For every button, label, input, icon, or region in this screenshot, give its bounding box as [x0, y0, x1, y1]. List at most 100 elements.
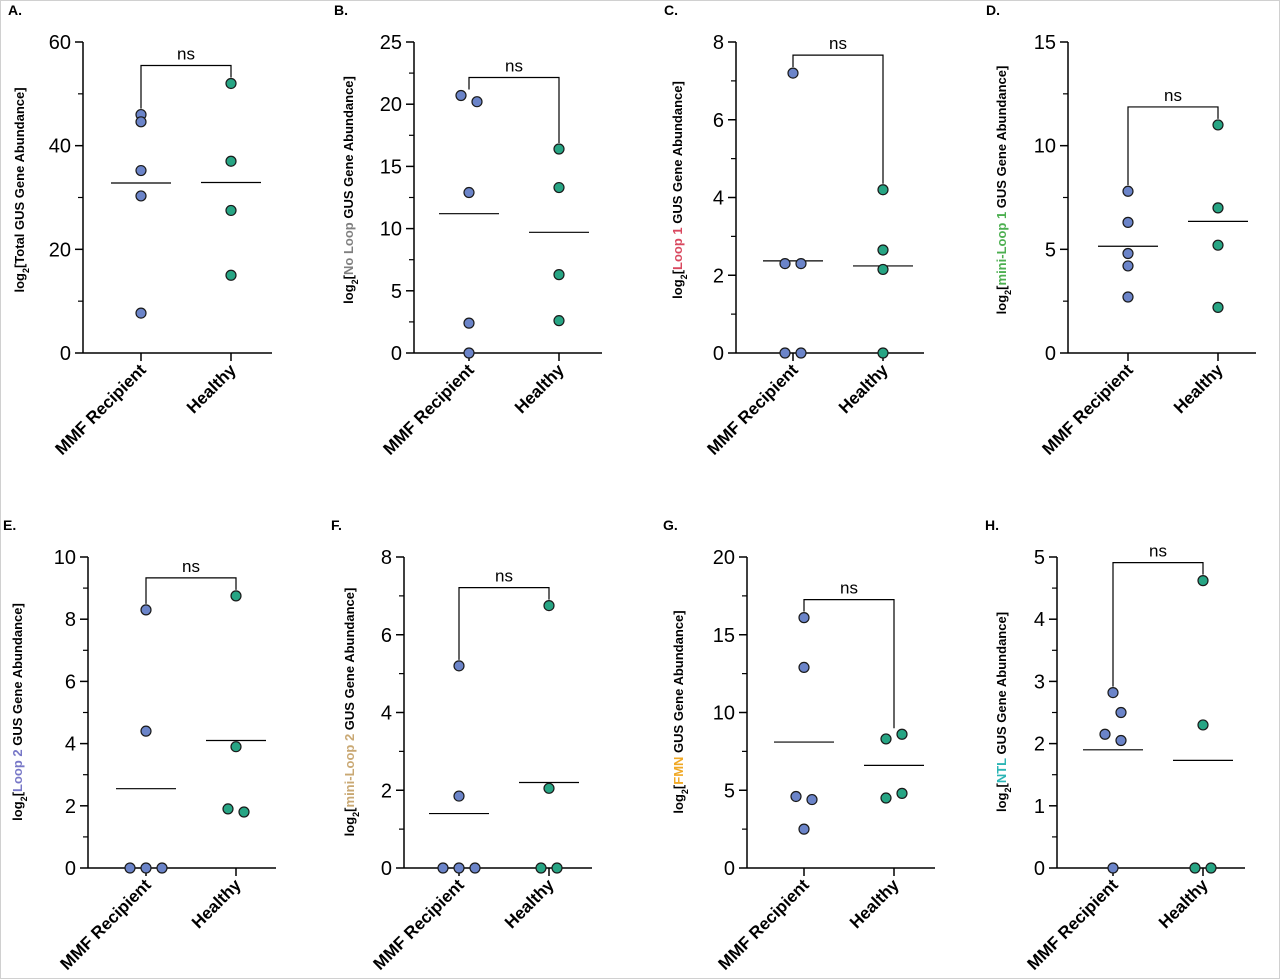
y-tick-label: 60	[49, 32, 71, 54]
y-label-rest: GUS Gene Abundance]	[994, 66, 1009, 212]
data-point	[1107, 686, 1119, 699]
y-tick-label: 10	[713, 703, 735, 725]
y-tick-label: 15	[1034, 32, 1056, 54]
significance-bracket	[145, 577, 237, 604]
data-point	[463, 317, 475, 329]
x-tick-label: MMF Recipient	[370, 875, 468, 973]
y-tick-label: 4	[713, 188, 724, 210]
significance-label: ns	[840, 579, 858, 598]
data-point	[463, 347, 475, 359]
data-point	[230, 741, 242, 753]
data-point	[140, 725, 152, 737]
y-axis-label: log2[mini-Loop 1 GUS Gene Abundance]	[994, 66, 1013, 315]
data-point	[225, 155, 237, 167]
y-label-highlight: No Loop	[341, 222, 356, 275]
data-point	[1205, 862, 1217, 874]
data-point	[135, 307, 147, 319]
panel-g: G. 0 5 10 15 20 MMF Recipient Healthy log2[FMN G…	[663, 517, 935, 974]
y-axis-label: log2[FMN GUS Gene Abundance]	[671, 610, 690, 813]
data-point	[124, 862, 136, 874]
data-point	[779, 257, 791, 270]
y-label-subscript: 2	[1003, 290, 1013, 295]
y-label-subscript: 2	[350, 279, 360, 284]
data-point	[222, 803, 234, 815]
y-tick-label: 0	[65, 858, 76, 880]
y-tick-label: 5	[724, 780, 735, 802]
data-point	[135, 190, 147, 202]
y-label-log: log	[670, 279, 685, 299]
y-label-rest: GUS Gene Abundance]	[10, 603, 25, 749]
data-point	[877, 263, 889, 276]
y-tick-label: 8	[65, 609, 76, 631]
panel-label: D.	[986, 2, 1000, 18]
data-point	[787, 67, 799, 79]
y-label-subscript: 2	[680, 789, 690, 794]
y-label-subscript: 2	[1003, 788, 1013, 793]
y-label-bracket: [	[12, 263, 27, 268]
data-point	[135, 164, 147, 177]
y-tick-label: 15	[380, 156, 402, 178]
significance-label: ns	[1164, 86, 1182, 105]
data-point	[798, 823, 810, 835]
data-point	[140, 862, 152, 874]
data-point	[1099, 728, 1111, 740]
y-tick-label: 3	[1034, 671, 1045, 693]
y-tick-label: 6	[65, 671, 76, 693]
y-label-highlight: Total	[12, 234, 27, 264]
significance-label: ns	[177, 44, 195, 63]
x-tick-label: MMF Recipient	[380, 360, 478, 458]
panel-label: H.	[985, 517, 999, 533]
data-point	[453, 790, 465, 802]
y-label-highlight: Loop 2	[10, 749, 25, 792]
data-point	[1212, 301, 1224, 313]
y-label-log: log	[671, 794, 686, 814]
data-point	[896, 728, 908, 740]
data-point	[790, 790, 802, 803]
data-point	[230, 590, 242, 602]
y-label-rest: GUS Gene Abundance]	[12, 87, 27, 233]
x-tick-label: Healthy	[188, 875, 245, 932]
data-point	[1212, 202, 1224, 214]
data-point	[156, 862, 168, 874]
panel-label: B.	[334, 2, 348, 18]
y-tick-label: 40	[49, 136, 71, 158]
data-point	[225, 269, 237, 281]
y-label-bracket: [	[342, 807, 357, 812]
y-label-subscript: 2	[351, 812, 361, 817]
y-tick-label: 0	[1034, 858, 1045, 880]
data-point	[140, 604, 152, 616]
y-label-log: log	[10, 801, 25, 821]
data-point	[469, 862, 481, 874]
data-point	[553, 181, 565, 194]
data-point	[795, 257, 807, 270]
significance-bracket	[1112, 562, 1204, 687]
y-tick-label: 1	[1034, 796, 1045, 818]
panel-label: F.	[331, 517, 342, 533]
y-label-bracket: [	[994, 783, 1009, 788]
y-tick-label: 0	[60, 343, 71, 365]
data-point	[798, 661, 810, 674]
significance-label: ns	[182, 557, 200, 576]
data-point	[437, 862, 449, 874]
data-point	[1107, 862, 1119, 874]
data-point	[1189, 862, 1201, 874]
data-point	[1122, 291, 1134, 303]
significance-bracket	[1127, 106, 1219, 186]
y-label-bracket: [	[341, 274, 356, 279]
data-point	[535, 862, 547, 874]
y-label-log: log	[341, 284, 356, 304]
x-tick-label: MMF Recipient	[715, 875, 813, 973]
y-label-rest: GUS Gene Abundance]	[341, 76, 356, 222]
significance-bracket	[458, 586, 550, 660]
significance-label: ns	[505, 56, 523, 75]
data-point	[225, 204, 237, 217]
y-tick-label: 20	[49, 239, 71, 261]
y-axis-label: log2[Total GUS Gene Abundance]	[12, 87, 31, 292]
y-tick-label: 15	[713, 625, 735, 647]
data-point	[1115, 734, 1127, 747]
significance-label: ns	[829, 34, 847, 53]
significance-label: ns	[495, 567, 513, 586]
data-point	[896, 787, 908, 799]
data-point	[553, 315, 565, 327]
y-tick-label: 8	[713, 32, 724, 54]
